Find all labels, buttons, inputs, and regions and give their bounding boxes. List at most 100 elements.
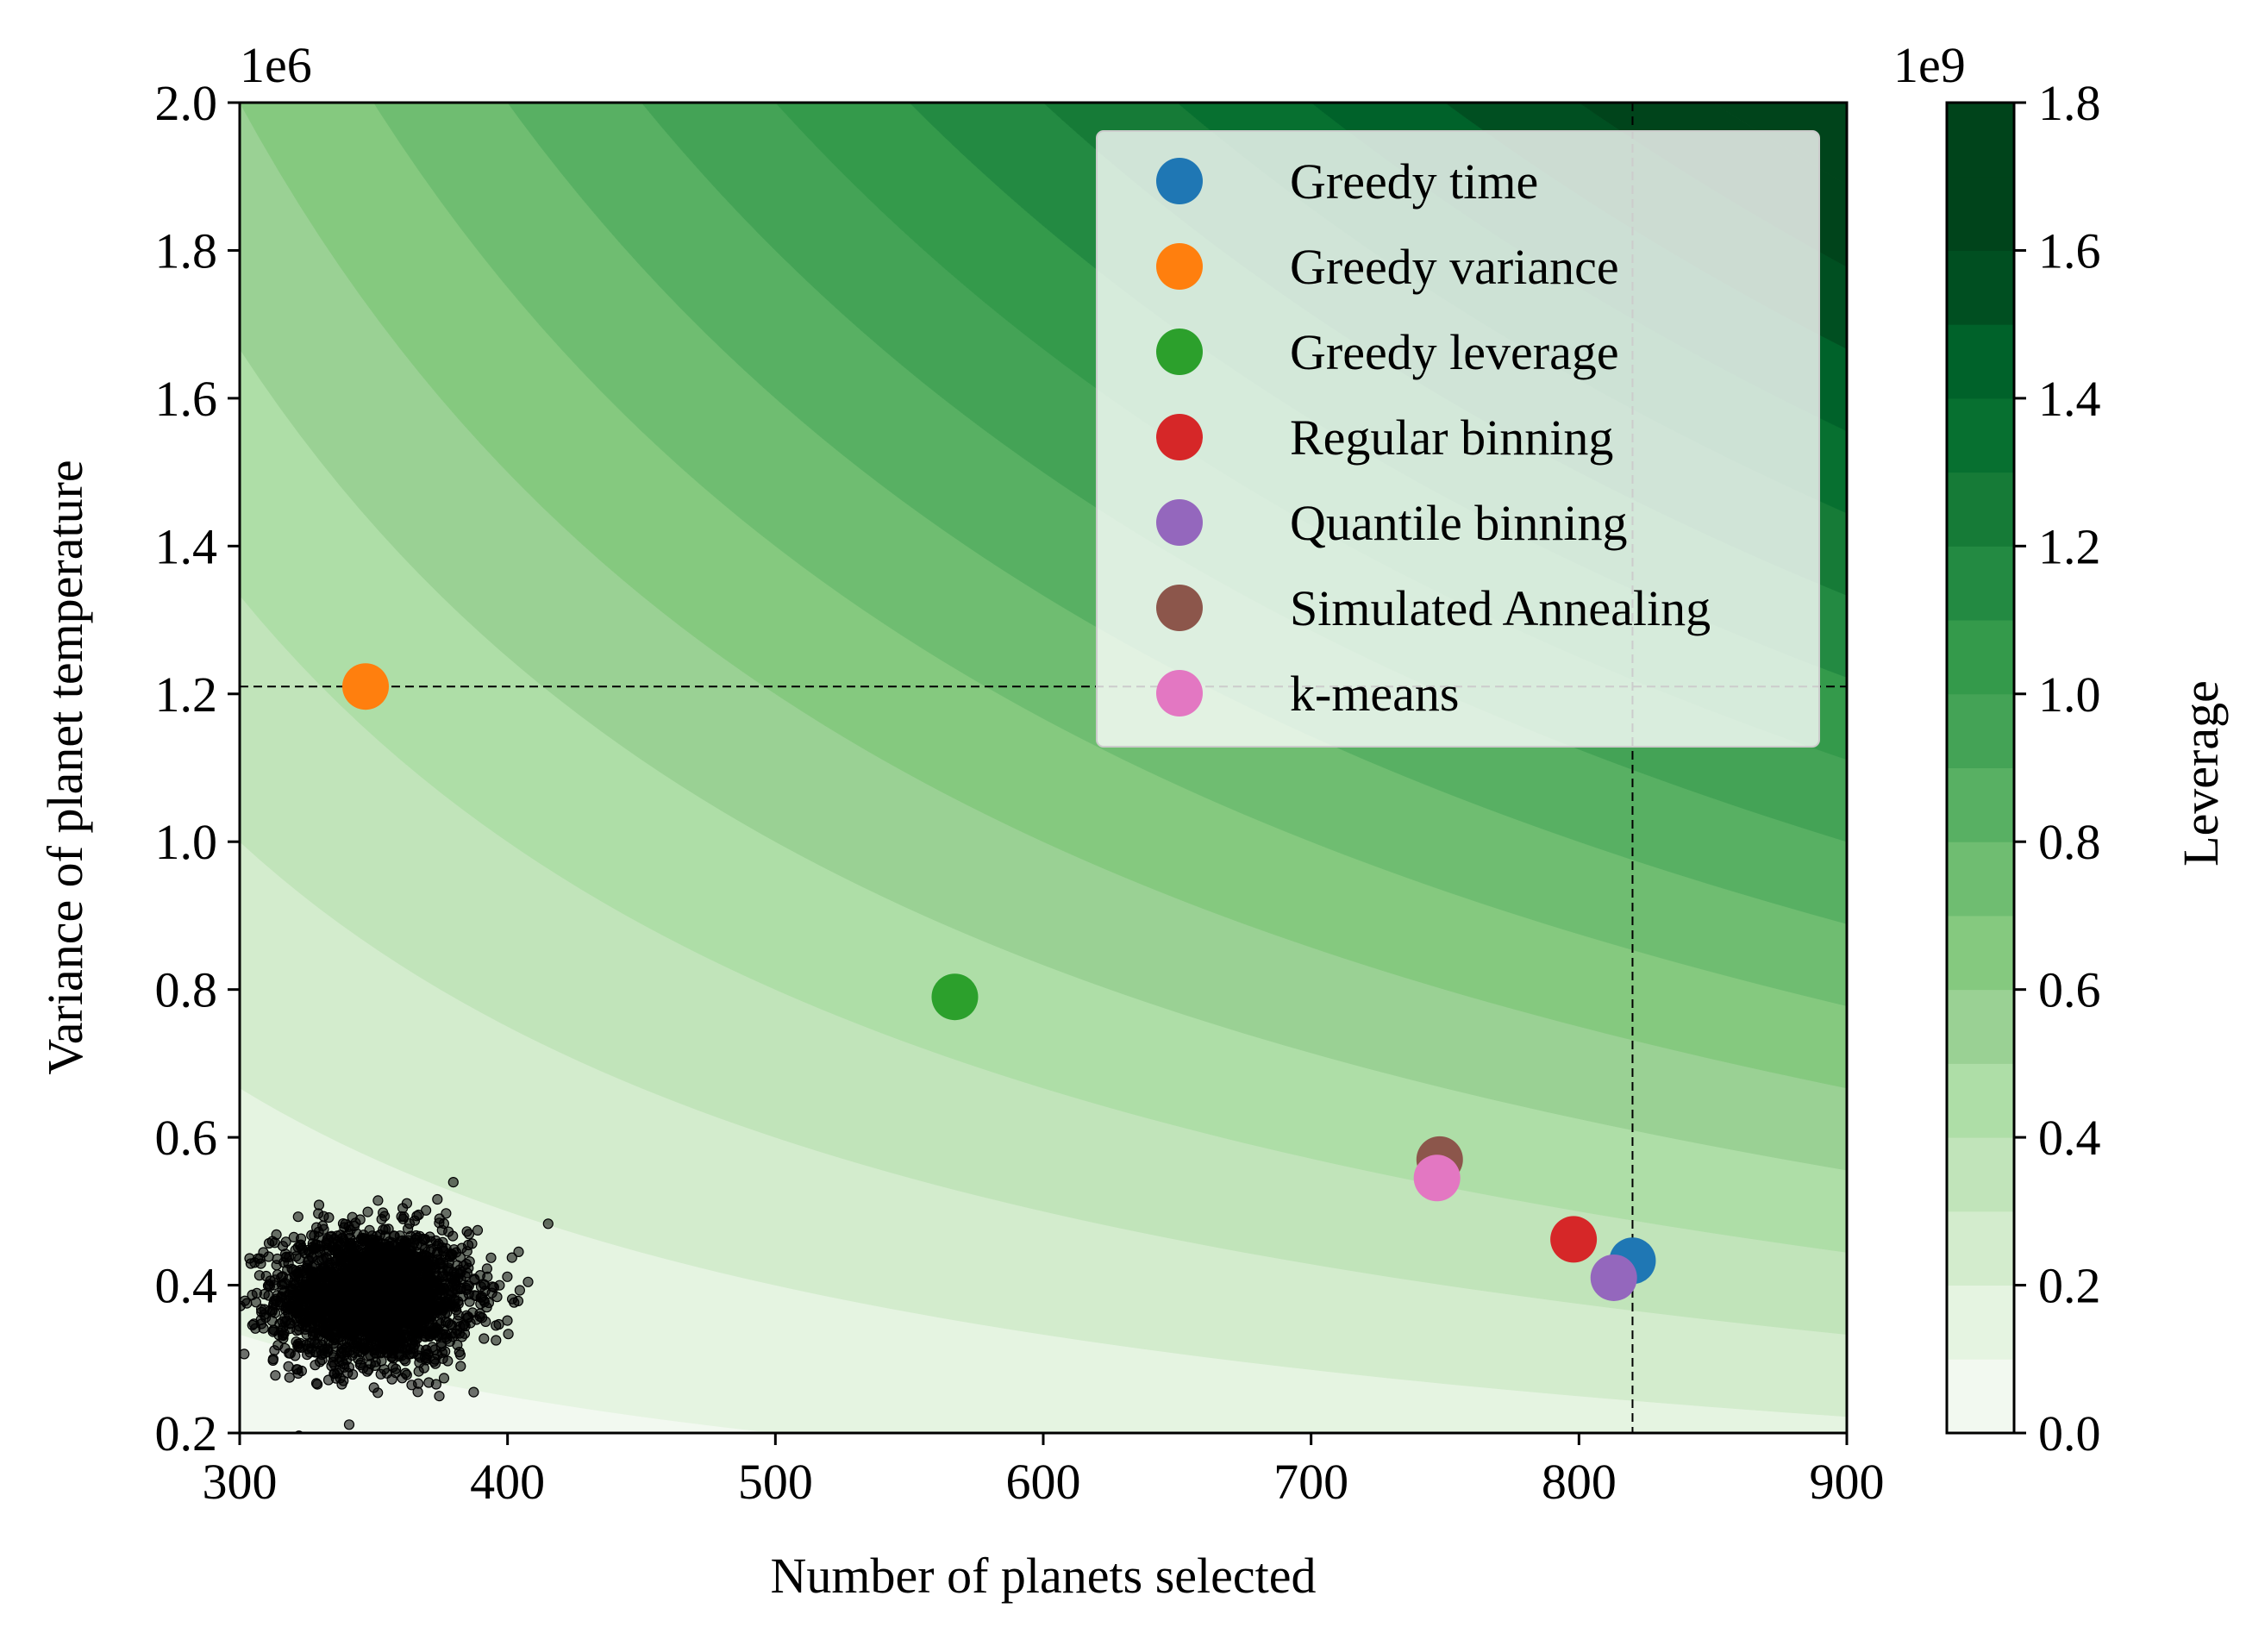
colorbar-frame: [1945, 101, 2016, 1435]
random-point: [338, 1375, 349, 1386]
y-tick-label: 1.6: [155, 371, 218, 427]
random-point: [432, 1193, 443, 1205]
x-tick-label: 700: [1273, 1454, 1348, 1510]
random-point: [269, 1345, 280, 1356]
x-tick-label: 900: [1810, 1454, 1885, 1510]
random-point: [403, 1252, 414, 1264]
random-point: [503, 1329, 514, 1340]
random-point: [359, 1235, 370, 1246]
random-point: [506, 1293, 518, 1305]
random-point: [251, 1287, 262, 1298]
random-point: [315, 1277, 326, 1288]
random-point: [502, 1271, 513, 1282]
random-point: [428, 1274, 439, 1286]
random-point: [442, 1355, 454, 1367]
random-point: [401, 1198, 412, 1209]
random-point: [491, 1292, 503, 1303]
random-point: [491, 1335, 502, 1346]
random-point: [362, 1206, 373, 1217]
random-point: [436, 1347, 448, 1358]
random-point: [460, 1270, 471, 1282]
colorbar: 0.0 0.2 0.4 0.6 0.8 1.0 1.2 1.4 1.6 1.8: [1945, 75, 2101, 1461]
random-point: [421, 1205, 432, 1216]
random-point: [382, 1241, 393, 1253]
random-point: [284, 1372, 295, 1383]
colorbar-tick-label: 0.4: [2038, 1110, 2101, 1166]
random-point: [439, 1308, 451, 1319]
random-point: [374, 1305, 385, 1316]
random-point: [359, 1287, 370, 1299]
random-point: [337, 1217, 349, 1230]
random-point: [310, 1378, 322, 1389]
random-point: [449, 1273, 460, 1285]
random-point: [375, 1368, 386, 1380]
random-point: [478, 1279, 489, 1290]
random-point: [406, 1380, 417, 1391]
random-point: [343, 1419, 355, 1430]
y-tick-label: 2.0: [155, 75, 218, 131]
random-point: [469, 1274, 480, 1286]
random-point: [386, 1374, 397, 1385]
random-point: [405, 1343, 416, 1355]
random-point: [403, 1290, 414, 1302]
random-point: [377, 1341, 388, 1352]
colorbar-segment: [1947, 1137, 2014, 1212]
random-point: [326, 1269, 337, 1280]
random-point: [292, 1211, 303, 1223]
random-point: [397, 1305, 409, 1317]
random-point: [378, 1207, 389, 1218]
random-point: [339, 1286, 350, 1298]
random-point: [326, 1361, 337, 1372]
random-point: [267, 1355, 278, 1367]
random-point: [278, 1322, 289, 1333]
colorbar-segment: [1947, 767, 2014, 842]
random-point: [310, 1360, 321, 1371]
random-point: [390, 1269, 401, 1280]
random-point: [408, 1320, 419, 1332]
random-point: [369, 1264, 380, 1275]
random-point: [372, 1293, 383, 1305]
random-point: [284, 1251, 295, 1263]
colorbar-segment: [1947, 324, 2014, 399]
random-point: [438, 1373, 450, 1384]
random-point: [214, 1361, 223, 1371]
y-tick-label: 1.0: [155, 814, 218, 870]
random-point: [313, 1226, 324, 1237]
random-point: [399, 1242, 410, 1254]
random-point: [398, 1211, 410, 1223]
random-point: [383, 1276, 394, 1288]
random-point: [351, 1260, 362, 1271]
random-point: [271, 1260, 282, 1271]
random-point: [226, 1353, 235, 1362]
random-point: [337, 1312, 348, 1323]
y-tick-label: 0.4: [155, 1258, 218, 1314]
random-point: [245, 1258, 256, 1269]
x-tick-label: 500: [738, 1454, 813, 1510]
legend-box: [1096, 130, 1820, 748]
random-point: [335, 1352, 346, 1363]
random-point: [383, 1223, 394, 1235]
legend-marker: [1156, 499, 1203, 546]
random-point: [372, 1195, 384, 1206]
random-point: [513, 1246, 524, 1258]
random-point: [337, 1254, 348, 1265]
random-point: [423, 1377, 435, 1388]
random-point: [337, 1300, 348, 1312]
random-point: [311, 1267, 322, 1279]
random-point: [310, 1239, 321, 1251]
random-point: [456, 1242, 467, 1254]
random-point: [319, 1327, 330, 1338]
y-tick-label: 1.2: [155, 666, 218, 723]
y-axis-label: Variance of planet temperature: [37, 460, 93, 1074]
axes: 300 400 500 600 700 800 900 0.2 0.4 0.6 0.8 1.0 1.2 1…: [155, 75, 1885, 1510]
x-tick-label: 300: [203, 1454, 278, 1510]
random-point: [224, 1299, 234, 1309]
legend-marker: [1156, 670, 1203, 716]
random-point: [396, 1350, 407, 1361]
y-tick-label: 0.8: [155, 962, 218, 1018]
random-point: [479, 1333, 490, 1344]
random-point: [326, 1300, 337, 1311]
random-point: [478, 1294, 490, 1305]
colorbar-segment: [1947, 397, 2014, 473]
